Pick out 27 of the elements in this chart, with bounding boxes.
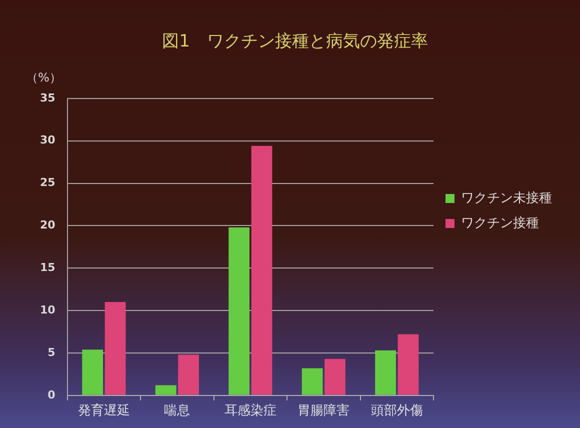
y-tick-label: 25 bbox=[40, 176, 56, 190]
y-tick-label: 10 bbox=[40, 303, 56, 316]
bar bbox=[155, 385, 176, 395]
y-tick-label: 5 bbox=[48, 346, 56, 359]
bar bbox=[228, 227, 250, 395]
legend-label: ワクチン接種 bbox=[461, 216, 539, 231]
x-tick-label: 耳感染症 bbox=[224, 404, 276, 419]
y-axis-title: （%） bbox=[26, 70, 62, 85]
y-tick-label: 30 bbox=[40, 134, 56, 147]
bar bbox=[104, 302, 126, 395]
bar bbox=[324, 358, 346, 395]
y-tick-label: 35 bbox=[40, 91, 56, 104]
x-tick-label: 胃腸障害 bbox=[298, 402, 350, 419]
bar bbox=[302, 368, 323, 395]
bar bbox=[251, 146, 272, 395]
bar bbox=[398, 334, 419, 395]
y-tick-label: 20 bbox=[40, 218, 56, 232]
chart-title: 図1 ワクチン接種と病気の発症率 bbox=[162, 32, 428, 52]
y-tick-label: 0 bbox=[48, 388, 56, 402]
x-tick-label: 発育遅延 bbox=[78, 402, 130, 419]
legend-label: ワクチン未接種 bbox=[461, 190, 552, 206]
x-tick-label: 喘息 bbox=[164, 404, 190, 419]
bar bbox=[178, 354, 199, 395]
y-tick-label: 15 bbox=[40, 260, 56, 274]
x-tick-label: 頭部外傷 bbox=[370, 404, 423, 419]
bar bbox=[375, 350, 396, 395]
bar bbox=[82, 350, 104, 395]
